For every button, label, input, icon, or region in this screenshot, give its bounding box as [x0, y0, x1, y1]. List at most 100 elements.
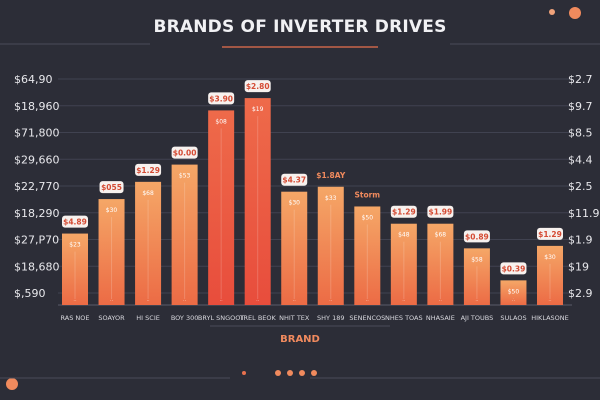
value-label: $1.29 [136, 166, 160, 175]
value-badge [171, 146, 198, 159]
bar [354, 206, 381, 305]
bar-inner-label: $50 [508, 288, 520, 295]
bars: $23 ·· $4.89 $30 ·· $055 $68 ·· $1.29 $53 ·· $0.00 $… [62, 80, 563, 306]
x-tick-label: SULAOS [500, 314, 526, 322]
value-badge [99, 181, 124, 194]
decor-dot-top-right-small [549, 9, 555, 15]
value-label: $1.29 [392, 208, 416, 217]
decor-dot-4 [311, 370, 317, 376]
x-tick-label: NHES TOAS [385, 314, 423, 322]
bar-inner-label: $53 [179, 173, 191, 180]
y-axis-right: $2.7 $9.7 $8.5 $4.4 $2.5 $11.9 $1.9 $19 $2.9 [568, 73, 600, 300]
y-tick-label-right: $1.9 [568, 234, 593, 247]
bar-inner-label: $48 [398, 232, 410, 239]
bar-base-mark: ·· [73, 298, 77, 304]
bar-base-mark: ·· [475, 298, 479, 304]
chart-title: BRANDS OF INVERTER DRIVES [153, 17, 447, 37]
bar-base-mark: ·· [220, 298, 224, 304]
value-badge [208, 92, 235, 105]
value-label: $3.90 [209, 94, 233, 103]
value-badge [500, 262, 527, 275]
x-tick-label: RAS NOE [61, 314, 90, 322]
bar-inner-label: $08 [215, 118, 227, 125]
bar-base-mark: ·· [329, 298, 333, 304]
bar [537, 245, 563, 305]
value-badge [390, 205, 417, 218]
bar-base-mark: ·· [146, 298, 150, 304]
x-axis-title: BRAND [280, 334, 320, 345]
y-tick-label-left: $29,660 [14, 153, 60, 166]
bar [281, 191, 308, 305]
y-tick-label-left: $18,960 [14, 100, 60, 113]
bar-inner-label: $23 [69, 242, 81, 249]
bar [208, 110, 235, 306]
bar-base-mark: ·· [439, 298, 443, 304]
value-label: $4.89 [63, 218, 87, 227]
decor-dot-bottom-left [6, 378, 18, 390]
y-tick-label-left: $64,90 [14, 73, 53, 86]
x-tick-label: NHASAIE [426, 314, 455, 322]
x-tick-label: SHY 189 [317, 314, 344, 322]
bar [62, 233, 88, 305]
bar-inner-label: $30 [544, 254, 556, 261]
value-badge [463, 230, 490, 243]
value-label: $2.80 [246, 82, 270, 91]
value-label: $4.37 [282, 176, 306, 185]
x-tick-label: HIKLASONE [531, 314, 569, 322]
value-label: $0.00 [173, 149, 197, 158]
y-tick-label-right: $19 [568, 260, 589, 273]
decor-dot-top-right [569, 7, 581, 19]
value-badge [281, 173, 308, 186]
value-badge [62, 215, 88, 228]
x-tick-label: BOY 300 [171, 314, 199, 322]
x-tick-label: NHIT TEX [279, 314, 310, 322]
decor-dot-2 [287, 370, 293, 376]
y-tick-label-left: $,590 [14, 287, 46, 300]
decor-dot-5 [242, 371, 246, 375]
y-tick-label-left: $71,800 [14, 127, 60, 140]
bar-base-mark: ·· [512, 298, 516, 304]
bar [500, 280, 527, 305]
decor-dot-3 [299, 370, 305, 376]
bar [317, 186, 344, 305]
value-badge [537, 227, 563, 240]
value-badge [427, 205, 454, 218]
bar-inner-label: $58 [471, 256, 483, 263]
bar-inner-label: $30 [289, 200, 301, 207]
x-tick-label: AJI TOUBS [461, 314, 494, 322]
value-label: $1.29 [538, 230, 562, 239]
y-tick-label-left: $18,680 [14, 260, 60, 273]
value-label: $0.89 [465, 232, 489, 241]
bar-base-mark: ·· [402, 298, 406, 304]
y-tick-label-right: $11.9 [568, 207, 600, 220]
y-tick-label-right: $4.4 [568, 153, 593, 166]
y-tick-label-right: $8.5 [568, 127, 593, 140]
bar-inner-label: $50 [362, 214, 374, 221]
bar-inner-label: $30 [106, 207, 118, 214]
value-label: $1.99 [429, 208, 453, 217]
value-label: Storm [354, 190, 380, 199]
y-tick-label-right: $2.5 [568, 180, 593, 193]
y-tick-label-right: $2.7 [568, 73, 593, 86]
x-tick-label: SENENCOS [349, 314, 385, 322]
bar [135, 181, 162, 305]
bar-inner-label: $68 [435, 232, 447, 239]
value-label: $055 [101, 183, 122, 192]
bar-base-mark: ·· [183, 298, 187, 304]
decoration [0, 7, 600, 390]
bar [171, 164, 198, 305]
value-badge [244, 80, 271, 93]
decor-dot-1 [275, 370, 281, 376]
y-tick-label-right: $2.9 [568, 287, 593, 300]
bar [244, 98, 271, 306]
y-tick-label-left: $22,770 [14, 180, 60, 193]
bar [390, 223, 417, 305]
x-tick-label: TREL BEOK [239, 314, 277, 322]
y-axis-left: $64,90 $18,960 $71,800 $29,660 $22,770 $18,29… [14, 73, 60, 300]
bar-inner-label: $33 [325, 195, 337, 202]
x-axis: RAS NOE SOAYOR HI SCIE BOY 300 BRYL SNGOOTTR… [61, 314, 569, 322]
x-tick-label: BRYL SNGOOT [198, 314, 244, 322]
y-tick-label-left: $18,290 [14, 207, 60, 220]
